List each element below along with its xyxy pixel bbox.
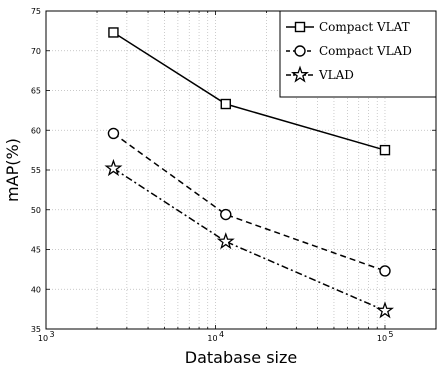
y-tick-label: 55	[31, 166, 41, 175]
data-point-square	[108, 27, 119, 38]
data-point-circle	[107, 127, 120, 140]
legend-label: Compact VLAD	[319, 44, 412, 58]
legend-marker-square	[294, 21, 306, 33]
series-line	[113, 132, 386, 272]
x-tick-label: 10	[377, 334, 387, 343]
y-tick-label: 35	[31, 325, 41, 334]
data-point-square	[220, 98, 231, 110]
plot-area	[45, 10, 437, 330]
x-tick-label: 10	[207, 334, 217, 343]
y-axis-label: mAP(%)	[3, 138, 22, 202]
legend-marker-star	[290, 65, 310, 83]
x-tick-exponent: 4	[219, 330, 224, 339]
y-tick-label: 65	[31, 87, 41, 96]
series-compact-vlat	[108, 27, 391, 156]
series-vlad	[104, 158, 394, 319]
y-tick-label: 45	[31, 246, 41, 255]
data-point-circle	[220, 208, 232, 221]
x-tick-label: 10	[38, 334, 48, 343]
x-tick-exponent: 3	[49, 330, 54, 339]
series-layer	[104, 27, 394, 319]
legend: Compact VLAT Compact VLAD VLAD	[279, 10, 437, 98]
data-point-square	[379, 144, 391, 156]
legend-label: VLAD	[318, 68, 354, 82]
data-point-star	[216, 232, 235, 250]
y-tick-label: 75	[31, 7, 41, 16]
data-point-circle	[379, 265, 391, 277]
legend-box	[279, 10, 437, 98]
data-point-star	[375, 301, 394, 319]
legend-label: Compact VLAT	[319, 20, 410, 34]
data-point-star	[104, 158, 123, 177]
series-compact-vlad	[107, 127, 391, 277]
y-tick-label: 60	[31, 126, 41, 135]
y-tick-label: 70	[31, 47, 41, 56]
x-tick-exponent: 5	[388, 330, 393, 339]
x-axis-label: Database size	[185, 348, 297, 367]
legend-marker-circle	[294, 45, 306, 57]
y-tick-label: 50	[31, 206, 41, 215]
y-tick-label: 40	[31, 285, 41, 294]
